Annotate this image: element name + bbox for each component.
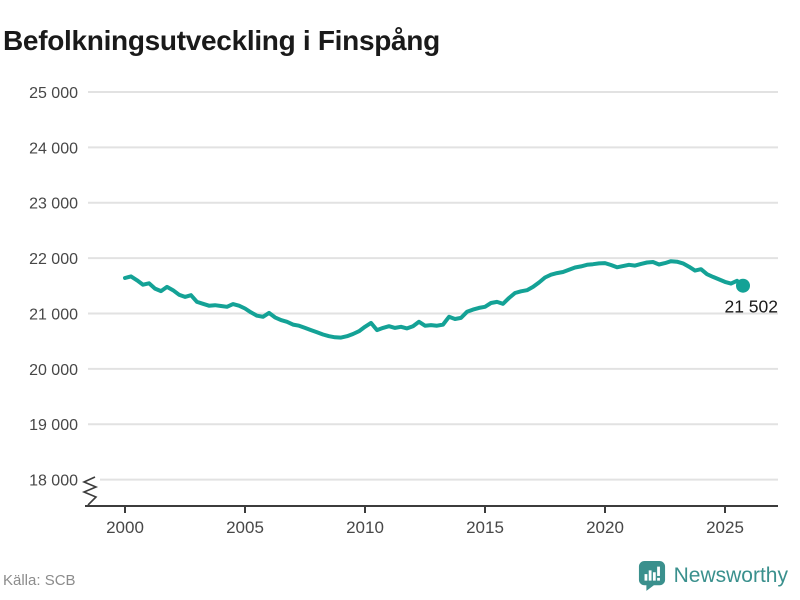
bar-chart-speech-bubble-icon — [638, 561, 665, 591]
population-line-series — [123, 259, 745, 340]
newsworthy-logo-text: Newsworthy — [673, 563, 788, 587]
y-axis-tick-label: 20 000 — [29, 362, 78, 379]
x-axis-tick-label: 2020 — [586, 518, 624, 537]
y-axis-tick-label: 21 000 — [29, 306, 78, 323]
y-axis-tick-label: 18 000 — [29, 473, 78, 490]
x-axis-tick-label: 2025 — [706, 518, 744, 537]
latest-value-label: 21 502 — [724, 297, 778, 317]
source-note: Källa: SCB — [3, 572, 76, 589]
x-axis-tick-label: 2000 — [106, 518, 144, 537]
latest-value-marker — [736, 278, 750, 293]
newsworthy-brand[interactable]: Newsworthy — [638, 560, 788, 591]
x-axis-tick-label: 2015 — [466, 518, 504, 537]
y-axis-tick-label: 19 000 — [29, 417, 78, 434]
page-title: Befolkningsutveckling i Finspång — [3, 24, 440, 56]
axis-break-icon — [81, 476, 99, 506]
y-axis-tick-label: 23 000 — [29, 196, 78, 213]
x-axis-tick-label: 2005 — [226, 518, 264, 537]
y-axis-tick-label: 22 000 — [29, 251, 78, 268]
x-axis-tick-label: 2010 — [346, 518, 384, 537]
y-axis-tick-label: 25 000 — [29, 85, 78, 102]
y-axis-tick-label: 24 000 — [29, 140, 78, 157]
